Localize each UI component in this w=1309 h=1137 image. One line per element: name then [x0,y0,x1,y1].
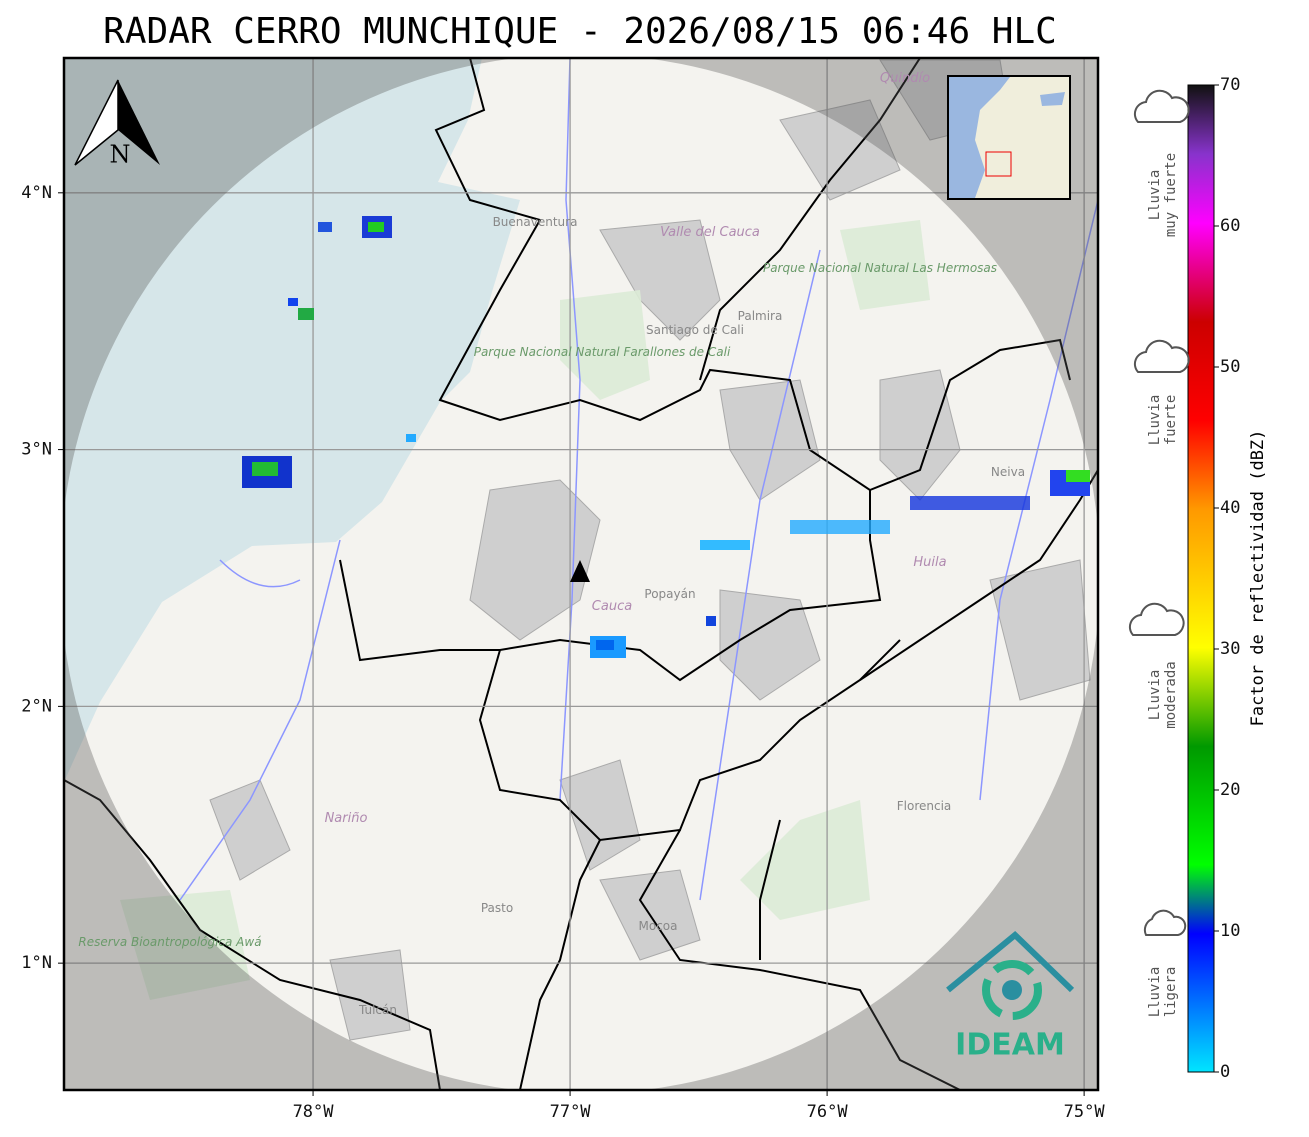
colorbar-tick-label: 50 [1220,357,1240,377]
rain-label: muy fuerte [1163,153,1179,237]
place-label: Reserva Bioantropológica Awá [78,935,261,949]
place-label: Pasto [481,901,513,915]
north-label: N [110,141,131,169]
municipal-areas [209,59,1091,1041]
plot-frame [62,56,1100,1092]
place-label: Parque Nacional Natural Farallones de Ca… [474,345,731,359]
x-tick-label: 78°W [293,1102,335,1122]
rain-icons [1128,89,1190,936]
colorbar-tick-label: 60 [1220,216,1240,236]
colorbar-tick-label: 10 [1220,921,1240,941]
place-labels: Buenaventura Valle del Cauca Quindío Par… [78,71,1025,1017]
x-tick-label: 77°W [550,1102,592,1122]
grid [64,58,1098,1090]
logo-text: IDEAM [955,1028,1065,1063]
colorbar [1187,84,1215,1073]
place-label: Cauca [592,599,632,614]
colorbar-tick-label: 40 [1220,498,1240,518]
parks [120,220,930,1000]
rain-label: Lluvia [1147,967,1163,1018]
place-label: Buenaventura [493,215,578,229]
rain-label: moderada [1163,661,1179,728]
colorbar-label: Factor de reflectividad (dBZ) [1248,430,1268,727]
colorbar-tick-label: 0 [1220,1062,1230,1082]
place-label: Florencia [897,799,952,813]
map-area: Buenaventura Valle del Cauca Quindío Par… [64,58,1098,1090]
place-label: Santiago de Cali [646,323,744,337]
place-label: Palmira [738,309,783,323]
north-arrow: N [74,79,160,169]
radar-site [570,560,590,582]
colorbar-tick-label: 70 [1220,75,1240,95]
x-tick-label: 76°W [807,1102,849,1122]
place-label: Valle del Cauca [660,225,760,240]
colorbar-tick-label: 20 [1220,780,1240,800]
place-label: Parque Nacional Natural Las Hermosas [763,261,997,275]
inset-map [947,75,1071,200]
rain-label: Lluvia [1147,670,1163,721]
x-tick-label: 75°W [1064,1102,1106,1122]
sea [64,58,520,782]
rain-label: ligera [1163,967,1179,1018]
colorbar-tick-label: 30 [1220,639,1240,659]
rain-label: Lluvia [1147,170,1163,221]
title: RADAR CERRO MUNCHIQUE - 2026/08/15 06:46… [103,11,1057,52]
ideam-logo: IDEAM [946,930,1075,1063]
rain-label: fuerte [1163,395,1179,446]
place-label: Mocoa [639,919,678,933]
department-borders [64,58,1098,1090]
place-label: Nariño [325,811,368,826]
place-label: Popayán [644,587,695,601]
echoes [242,216,1090,658]
y-tick-label: 1°N [21,953,52,973]
y-tick-label: 4°N [21,183,52,203]
place-label: Neiva [991,465,1025,479]
place-label: Quindío [880,71,930,86]
y-tick-label: 3°N [21,440,52,460]
rain-label: Lluvia [1147,395,1163,446]
place-label: Tulcán [358,1003,397,1017]
place-label: Huila [913,555,946,570]
y-tick-label: 2°N [21,696,52,716]
